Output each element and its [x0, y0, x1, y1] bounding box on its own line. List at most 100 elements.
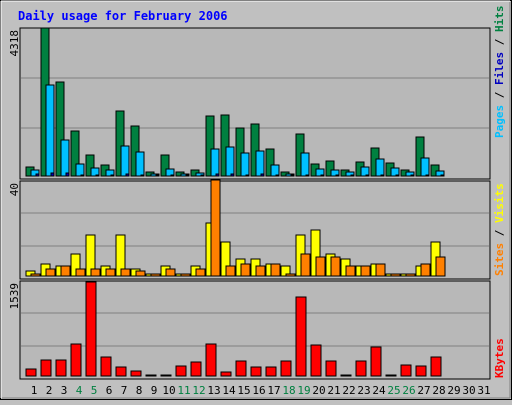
bar-kbytes-day-26 [400, 364, 412, 377]
bar-files-day-16 [255, 150, 265, 177]
bar-pages-day-10 [170, 174, 175, 177]
bar-files-day-28 [435, 170, 445, 177]
legend-hits: Hits [493, 6, 506, 33]
bar-hits-day-3 [55, 81, 65, 177]
bar-kbytes-day-18 [280, 360, 292, 377]
bar-kbytes-day-23 [355, 360, 367, 377]
x-tick-label-day-11: 11 [177, 384, 190, 397]
bar-hits-day-27 [415, 136, 425, 177]
bar-hits-day-8 [130, 125, 140, 177]
bar-hits-day-5 [85, 154, 95, 177]
bar-files-day-5 [90, 167, 100, 177]
bar-pages-day-20 [320, 174, 325, 177]
bar-pages-day-21 [335, 174, 340, 177]
bar-kbytes-day-4 [70, 343, 82, 377]
x-tick-label-day-29: 29 [447, 384, 460, 397]
bar-kbytes-day-25 [385, 374, 397, 377]
bar-files-day-22 [345, 171, 355, 177]
bar-sites-day-10 [165, 268, 176, 277]
bar-files-day-15 [240, 152, 250, 177]
x-tick-label-day-7: 7 [121, 384, 128, 397]
x-tick-label-day-27: 27 [417, 384, 430, 397]
bar-kbytes-day-9 [145, 374, 157, 377]
bar-pages-day-4 [80, 174, 85, 177]
x-tick-label-day-28: 28 [432, 384, 445, 397]
bar-pages-day-18 [290, 174, 295, 177]
bar-hits-day-21 [325, 160, 335, 177]
bar-pages-day-9 [155, 174, 160, 177]
bar-sites-day-15 [240, 263, 251, 277]
legend-separator: / [493, 223, 506, 243]
bar-kbytes-day-5 [85, 281, 97, 377]
bar-sites-day-19 [300, 253, 311, 277]
bar-pages-day-13 [215, 173, 220, 177]
x-tick-label-day-19: 19 [297, 384, 310, 397]
x-tick-label-day-10: 10 [162, 384, 175, 397]
bar-sites-day-1 [30, 273, 41, 277]
bar-hits-day-4 [70, 130, 80, 177]
legend-hits-panel: Pages / Files / Hits [493, 6, 506, 139]
bar-files-day-25 [390, 167, 400, 177]
bar-sites-day-23 [360, 265, 371, 277]
bar-kbytes-day-10 [160, 374, 172, 377]
bar-files-day-7 [120, 145, 130, 177]
bar-files-day-27 [420, 157, 430, 177]
legend-visits: Visits [493, 183, 506, 223]
x-tick-label-day-24: 24 [372, 384, 386, 397]
bar-sites-day-14 [225, 265, 236, 277]
bar-files-day-17 [270, 164, 280, 177]
bar-kbytes-day-8 [130, 370, 142, 377]
x-tick-label-day-18: 18 [282, 384, 295, 397]
bar-sites-day-3 [60, 265, 71, 277]
x-tick-label-day-30: 30 [462, 384, 475, 397]
x-tick-label-day-9: 9 [151, 384, 158, 397]
x-tick-label-day-14: 14 [222, 384, 236, 397]
bar-hits-day-14 [220, 114, 230, 177]
legend-kbytes: KBytes [493, 338, 506, 378]
bar-pages-day-11 [185, 174, 190, 177]
bar-sites-day-28 [435, 256, 446, 277]
bar-pages-day-1 [35, 173, 40, 177]
bar-files-day-23 [360, 166, 370, 177]
x-tick-label-day-25: 25 [387, 384, 400, 397]
legend-visits-panel: Sites / Visits [493, 183, 506, 276]
bar-kbytes-day-17 [265, 366, 277, 377]
bar-files-day-1 [30, 169, 40, 177]
bar-pages-day-27 [425, 174, 430, 177]
bar-files-day-8 [135, 151, 145, 177]
bar-pages-day-23 [365, 174, 370, 177]
bar-hits-day-17 [265, 148, 275, 177]
x-tick-label-day-2: 2 [46, 384, 53, 397]
x-tick-label-day-3: 3 [61, 384, 68, 397]
bar-sites-day-11 [180, 273, 191, 277]
legend-sites: Sites [493, 243, 506, 276]
x-tick-label-day-15: 15 [237, 384, 250, 397]
bar-kbytes-day-20 [310, 344, 322, 377]
bar-kbytes-day-13 [205, 343, 217, 377]
bar-pages-day-28 [440, 174, 445, 177]
bar-files-day-21 [330, 169, 340, 177]
bar-kbytes-day-19 [295, 296, 307, 377]
kbytes-ymax-label: 1539 [8, 283, 21, 310]
bar-files-day-2 [45, 84, 55, 177]
x-tick-label-day-21: 21 [327, 384, 340, 397]
bar-files-day-10 [165, 168, 175, 177]
bar-kbytes-day-11 [175, 365, 187, 377]
legend-separator: / [493, 85, 506, 105]
bar-sites-day-16 [255, 265, 266, 277]
x-tick-label-day-16: 16 [252, 384, 265, 397]
x-tick-label-day-17: 17 [267, 384, 280, 397]
legend-separator: / [493, 32, 506, 52]
bar-sites-day-6 [105, 268, 116, 277]
x-tick-label-day-31: 31 [477, 384, 490, 397]
bar-kbytes-day-1 [25, 368, 37, 377]
bar-hits-day-13 [205, 115, 215, 177]
bar-pages-day-17 [275, 174, 280, 177]
bar-kbytes-day-27 [415, 365, 427, 377]
bar-files-day-26 [405, 171, 415, 177]
legend-pages: Pages [493, 105, 506, 138]
bar-files-day-14 [225, 146, 235, 177]
x-tick-label-day-13: 13 [207, 384, 220, 397]
bar-sites-day-18 [285, 273, 296, 277]
